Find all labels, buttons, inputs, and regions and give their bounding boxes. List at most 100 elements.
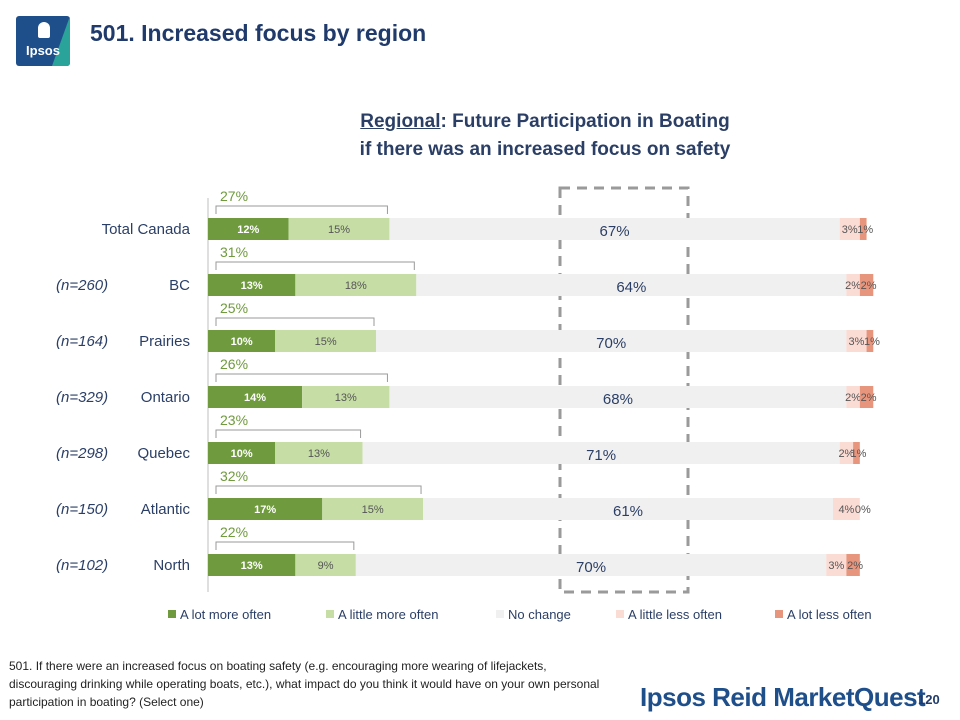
data-label: 70% (576, 559, 606, 576)
chart-title-underlined: Regional (360, 111, 441, 132)
bar-segment (376, 330, 847, 352)
total-more-often-label: 27% (220, 188, 248, 204)
total-bracket (215, 317, 375, 326)
bar-segment (826, 554, 847, 576)
data-label: 2% (861, 280, 877, 292)
data-label: 15% (315, 336, 337, 348)
bar-segment (846, 330, 867, 352)
legend-swatch (168, 610, 176, 618)
total-bracket (215, 261, 415, 270)
bar-segment (295, 274, 417, 296)
data-label: 2% (845, 280, 861, 292)
bar-segment (832, 498, 860, 520)
bar-segment (208, 554, 296, 576)
total-bracket (215, 429, 362, 438)
total-more-often-label: 25% (220, 300, 248, 316)
bar-segment (208, 330, 276, 352)
data-label: 1% (851, 448, 867, 460)
data-label: 2% (838, 448, 854, 460)
bar-segment (288, 218, 390, 240)
bar-segment (416, 274, 847, 296)
chart-title-line1: Regional: Future Participation in Boatin… (230, 108, 860, 136)
total-more-often-label: 23% (220, 412, 248, 428)
data-label: 15% (362, 504, 384, 516)
data-label: 1% (857, 224, 873, 236)
logo-accent (52, 16, 70, 66)
category-label: Total Canada (102, 221, 191, 238)
bar-segment (302, 386, 390, 408)
logo-mark (38, 22, 50, 38)
data-label: 13% (335, 392, 357, 404)
chart-title-line2: if there was an increased focus on safet… (359, 139, 731, 160)
data-label: 67% (600, 223, 630, 240)
data-label: 13% (241, 560, 263, 572)
total-bracket (215, 541, 355, 550)
legend-label: No change (508, 607, 571, 622)
chart-title-rest: : Future Participation in Boating (440, 111, 730, 132)
data-label: 13% (241, 280, 263, 292)
data-label: 3% (849, 336, 865, 348)
data-label: 13% (308, 448, 330, 460)
data-label: 1% (864, 336, 880, 348)
sample-size-label: (n=298) (56, 445, 108, 462)
data-label: 2% (861, 392, 877, 404)
bar-segment (275, 442, 363, 464)
bar-segment (295, 554, 356, 576)
total-bracket (215, 205, 388, 214)
bar-segment (859, 386, 874, 408)
ipsos-logo: Ipsos (16, 16, 70, 66)
brand-logo: Ipsos Reid MarketQuest (640, 682, 926, 712)
legend-swatch (616, 610, 624, 618)
data-label: 10% (231, 336, 253, 348)
data-label: 64% (616, 279, 646, 296)
data-label: 0% (855, 504, 871, 516)
bar-segment (355, 554, 827, 576)
bar-segment (866, 330, 874, 352)
page-number: 120 (918, 692, 940, 707)
data-label: 18% (345, 280, 367, 292)
legend-swatch (775, 610, 783, 618)
bar-segment (389, 386, 847, 408)
data-label: 68% (603, 391, 633, 408)
category-label: Quebec (137, 445, 190, 462)
bar-segment (846, 554, 860, 576)
bar-segment (275, 330, 376, 352)
stacked-bar-chart: Total Canada 12% 15% 67% 3% 1%27%BC(n=260) 13%… (56, 186, 880, 622)
sample-size-label: (n=260) (56, 277, 108, 294)
data-label: 71% (586, 447, 616, 464)
data-label: 3% (828, 560, 844, 572)
data-label: 15% (328, 224, 350, 236)
data-label: 2% (845, 392, 861, 404)
data-label: 70% (596, 335, 626, 352)
data-label: 17% (254, 504, 276, 516)
total-more-often-label: 22% (220, 524, 248, 540)
bar-segment (362, 442, 840, 464)
logo-text: Ipsos (26, 43, 60, 58)
legend-label: A little more often (338, 607, 438, 622)
data-label: 10% (231, 448, 253, 460)
bar-segment (322, 498, 424, 520)
page-title: 501. Increased focus by region (90, 20, 427, 46)
bar-segment (853, 442, 860, 464)
total-bracket (215, 373, 388, 382)
total-more-often-label: 26% (220, 356, 248, 372)
data-label: 2% (847, 560, 863, 572)
total-more-often-label: 32% (220, 468, 248, 484)
legend-swatch (496, 610, 504, 618)
bar-segment (208, 218, 289, 240)
legend-label: A little less often (628, 607, 722, 622)
legend-swatch (326, 610, 334, 618)
bar-segment (389, 218, 840, 240)
bar-segment (859, 218, 867, 240)
bar-segment (423, 498, 833, 520)
category-label: BC (169, 277, 190, 294)
bar-segment (859, 274, 874, 296)
category-label: Ontario (141, 389, 190, 406)
sample-size-label: (n=150) (56, 501, 108, 518)
data-label: 61% (613, 503, 643, 520)
bar-segment (208, 274, 296, 296)
data-label: 12% (237, 224, 259, 236)
data-label: 9% (318, 560, 334, 572)
total-bracket (215, 485, 422, 494)
bar-segment (846, 386, 860, 408)
